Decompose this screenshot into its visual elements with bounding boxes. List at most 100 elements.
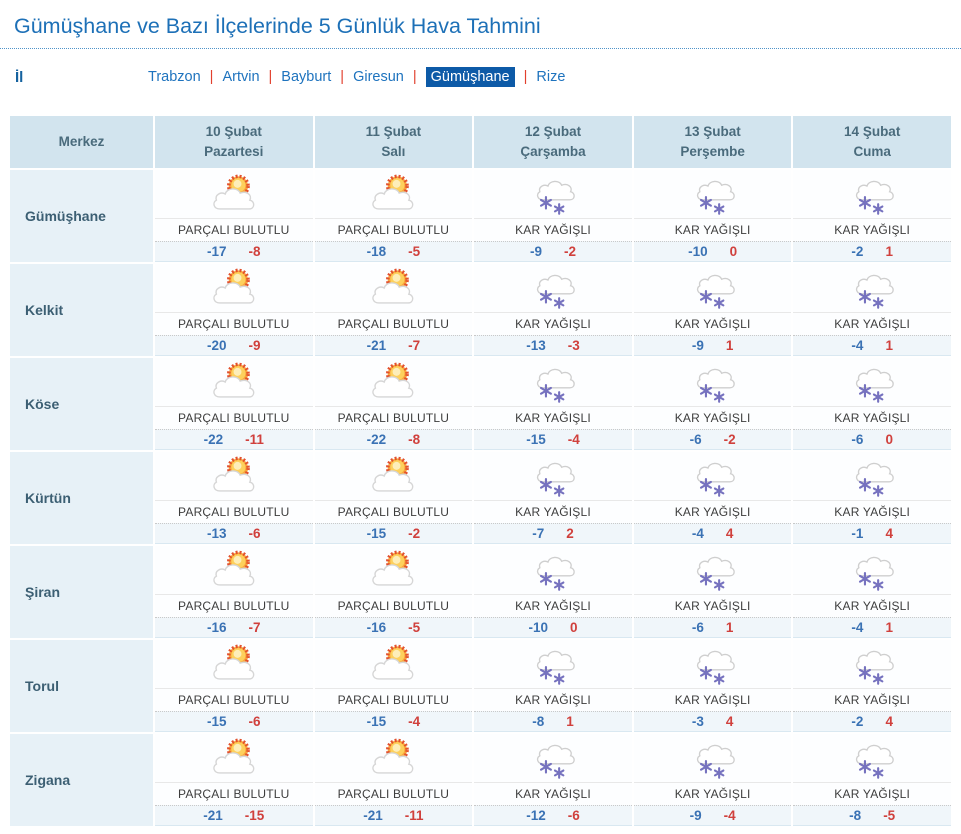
temperature-range: -4 4 bbox=[633, 523, 792, 544]
min-temp: -9 bbox=[691, 338, 704, 353]
temperature-range: -15 -2 bbox=[314, 523, 473, 544]
tab-artvin[interactable]: Artvin bbox=[222, 69, 260, 85]
max-temp: -11 bbox=[404, 808, 424, 823]
tab-gumushane[interactable]: Gümüşhane bbox=[425, 67, 515, 87]
forecast-cell: KAR YAĞIŞLI -6 0 bbox=[793, 358, 951, 450]
condition-label: KAR YAĞIŞLI bbox=[633, 312, 792, 335]
temperature-range: -9 -2 bbox=[474, 241, 632, 262]
forecast-cell: KAR YAĞIŞLI -6 -2 bbox=[633, 358, 792, 450]
condition-label: PARÇALI BULUTLU bbox=[314, 594, 473, 617]
max-temp: 0 bbox=[729, 244, 738, 259]
temperature-range: -21 -15 bbox=[155, 805, 313, 826]
min-temp: -13 bbox=[207, 526, 227, 541]
max-temp: 4 bbox=[885, 526, 893, 541]
max-temp: 1 bbox=[566, 714, 574, 729]
snowy-icon bbox=[633, 546, 792, 594]
tab-giresun[interactable]: Giresun bbox=[353, 69, 404, 85]
forecast-cell: KAR YAĞIŞLI -9 -2 bbox=[474, 170, 632, 262]
snowy-icon bbox=[793, 264, 951, 312]
min-temp: -9 bbox=[529, 244, 542, 259]
condition-label: PARÇALI BULUTLU bbox=[314, 500, 473, 523]
forecast-row-zigana: Zigana PARÇALI BULUTLU -21 -15 PARÇALI BULUT… bbox=[10, 734, 951, 826]
temperature-range: -22 -8 bbox=[314, 429, 473, 450]
condition-label: KAR YAĞIŞLI bbox=[793, 594, 951, 617]
forecast-cell: KAR YAĞIŞLI -4 4 bbox=[633, 452, 792, 544]
condition-label: KAR YAĞIŞLI bbox=[633, 688, 792, 711]
condition-label: KAR YAĞIŞLI bbox=[474, 594, 632, 617]
temperature-range: -2 1 bbox=[793, 241, 951, 262]
tab-bayburt[interactable]: Bayburt bbox=[281, 69, 332, 85]
min-temp: -15 bbox=[207, 714, 227, 729]
max-temp: -5 bbox=[408, 620, 421, 635]
min-temp: -21 bbox=[203, 808, 223, 823]
forecast-cell: KAR YAĞIŞLI -13 -3 bbox=[474, 264, 632, 356]
temperature-range: -20 -9 bbox=[155, 335, 313, 356]
snowy-icon bbox=[474, 734, 632, 782]
header-date: 14 Şubat bbox=[844, 123, 901, 139]
forecast-cell: PARÇALI BULUTLU -15 -6 bbox=[155, 640, 313, 732]
min-temp: -10 bbox=[688, 244, 708, 259]
condition-label: KAR YAĞIŞLI bbox=[474, 312, 632, 335]
tab-separator: | bbox=[340, 69, 345, 85]
forecast-cell: PARÇALI BULUTLU -16 -7 bbox=[155, 546, 313, 638]
temperature-range: -8 1 bbox=[474, 711, 632, 732]
row-label: Torul bbox=[10, 640, 153, 732]
snowy-icon bbox=[633, 734, 792, 782]
snowy-icon bbox=[793, 452, 951, 500]
forecast-row-kurtun: Kürtün PARÇALI BULUTLU -13 -6 PARÇALI BULUTL… bbox=[10, 452, 951, 544]
partly-cloudy-icon bbox=[314, 452, 473, 500]
tab-trabzon[interactable]: Trabzon bbox=[148, 69, 201, 85]
temperature-range: -21 -11 bbox=[314, 805, 473, 826]
max-temp: -3 bbox=[567, 338, 580, 353]
condition-label: KAR YAĞIŞLI bbox=[633, 594, 792, 617]
header-weekday: Çarşamba bbox=[520, 144, 586, 159]
tab-rize[interactable]: Rize bbox=[536, 69, 566, 85]
min-temp: -16 bbox=[207, 620, 227, 635]
temperature-range: -22 -11 bbox=[155, 429, 313, 450]
min-temp: -1 bbox=[851, 526, 864, 541]
forecast-cell: PARÇALI BULUTLU -22 -8 bbox=[314, 358, 473, 450]
temperature-range: -10 0 bbox=[474, 617, 632, 638]
forecast-cell: KAR YAĞIŞLI -7 2 bbox=[474, 452, 632, 544]
condition-label: PARÇALI BULUTLU bbox=[155, 500, 313, 523]
condition-label: KAR YAĞIŞLI bbox=[793, 312, 951, 335]
forecast-cell: KAR YAĞIŞLI -2 4 bbox=[793, 640, 951, 732]
min-temp: -13 bbox=[526, 338, 546, 353]
tab-separator: | bbox=[268, 69, 273, 85]
partly-cloudy-icon bbox=[155, 170, 313, 218]
row-label: Gümüşhane bbox=[10, 170, 153, 262]
partly-cloudy-icon bbox=[314, 734, 473, 782]
header-date: 13 Şubat bbox=[684, 123, 741, 139]
forecast-row-siran: Şiran PARÇALI BULUTLU -16 -7 PARÇALI BULUTLU… bbox=[10, 546, 951, 638]
max-temp: -9 bbox=[248, 338, 261, 353]
partly-cloudy-icon bbox=[314, 264, 473, 312]
condition-label: PARÇALI BULUTLU bbox=[155, 218, 313, 241]
min-temp: -10 bbox=[528, 620, 548, 635]
max-temp: -8 bbox=[248, 244, 261, 259]
column-header-day-0: 10 Şubat Pazartesi bbox=[155, 116, 313, 168]
max-temp: 1 bbox=[725, 620, 734, 635]
forecast-cell: KAR YAĞIŞLI -3 4 bbox=[633, 640, 792, 732]
min-temp: -6 bbox=[691, 620, 704, 635]
snowy-icon bbox=[633, 452, 792, 500]
max-temp: -6 bbox=[248, 714, 261, 729]
header-weekday: Pazartesi bbox=[204, 144, 264, 159]
min-temp: -3 bbox=[691, 714, 704, 729]
row-label: Şiran bbox=[10, 546, 153, 638]
snowy-icon bbox=[633, 358, 792, 406]
header-date: 11 Şubat bbox=[365, 123, 422, 139]
temperature-range: -4 1 bbox=[793, 617, 951, 638]
forecast-table-header: Merkez 10 Şubat Pazartesi 11 Şubat Salı 12 Şu… bbox=[10, 116, 951, 168]
forecast-row-kelkit: Kelkit PARÇALI BULUTLU -20 -9 PARÇALI BULUTL… bbox=[10, 264, 951, 356]
condition-label: KAR YAĞIŞLI bbox=[793, 218, 951, 241]
forecast-cell: KAR YAĞIŞLI -6 1 bbox=[633, 546, 792, 638]
forecast-cell: PARÇALI BULUTLU -13 -6 bbox=[155, 452, 313, 544]
max-temp: -7 bbox=[408, 338, 421, 353]
min-temp: -16 bbox=[366, 620, 387, 635]
condition-label: PARÇALI BULUTLU bbox=[314, 782, 473, 805]
forecast-cell: PARÇALI BULUTLU -15 -4 bbox=[314, 640, 473, 732]
min-temp: -20 bbox=[207, 338, 227, 353]
temperature-range: -2 4 bbox=[793, 711, 951, 732]
partly-cloudy-icon bbox=[155, 640, 313, 688]
min-temp: -2 bbox=[851, 714, 864, 729]
